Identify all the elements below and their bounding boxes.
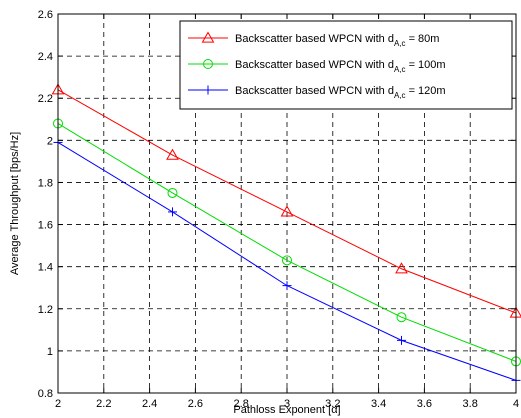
- data-point-circle: [396, 312, 407, 323]
- y-tick-label: 2.6: [38, 9, 53, 21]
- x-tick-label: 3.6: [417, 398, 432, 410]
- data-point-circle: [167, 187, 178, 198]
- legend-marker-circle: [203, 59, 213, 69]
- x-tick-label: 2.6: [188, 398, 203, 410]
- data-point-circle: [282, 255, 292, 266]
- legend-marker-triangle: [201, 31, 215, 43]
- y-axis-label: Average Throughput [bps/Hz]: [9, 132, 21, 275]
- legend-item-3: Backscatter based WPCN with dA,c = 120m: [188, 85, 446, 100]
- legend-label-main: Backscatter based WPCN with d: [235, 85, 394, 97]
- y-tick-label: 1.2: [38, 304, 53, 316]
- y-tick-label: 1: [47, 346, 53, 358]
- legend-label: Backscatter based WPCN with dA,c = 80m: [235, 33, 439, 48]
- y-tick-label: 0.8: [38, 388, 53, 400]
- data-point-triangle: [166, 148, 179, 160]
- legend-label-tail: = 80m: [406, 33, 440, 45]
- x-tick-label: 2.2: [96, 398, 111, 410]
- legend-label-main: Backscatter based WPCN with d: [235, 59, 394, 71]
- x-tick-label: 3.2: [325, 398, 340, 410]
- x-tick-label: 2.4: [142, 398, 157, 410]
- legend-label-main: Backscatter based WPCN with d: [235, 33, 394, 45]
- legend-marker-plus: [203, 85, 213, 95]
- legend-label-subscript: A,c: [394, 91, 406, 100]
- legend-label: Backscatter based WPCN with dA,c = 120m: [235, 85, 446, 100]
- data-point-plus: [168, 207, 177, 217]
- legend-label-tail: = 100m: [406, 59, 446, 71]
- x-tick-label: 2: [55, 398, 61, 410]
- data-point-triangle: [280, 205, 294, 217]
- y-tick-label: 1.8: [38, 177, 53, 189]
- x-tick-label: 3: [284, 398, 290, 410]
- y-tick-label: 2: [47, 135, 53, 147]
- series-line: [57, 89, 517, 314]
- y-tick-label: 1.6: [38, 220, 53, 232]
- x-axis-ticks: 2 2.2 2.4 2.6 2.8 3 3.2 3.4 3.6 3.8 4: [55, 14, 519, 410]
- x-tick-label: 4: [513, 398, 519, 410]
- legend-label-subscript: A,c: [394, 65, 406, 74]
- y-tick-label: 1.4: [38, 262, 53, 274]
- legend-label: Backscatter based WPCN with dA,c = 100m: [235, 59, 446, 74]
- x-tick-label: 3.8: [463, 398, 478, 410]
- x-axis-label: Pathloss Exponent [α]: [233, 404, 340, 416]
- data-point-plus: [397, 335, 406, 345]
- legend-label-tail: = 120m: [406, 85, 446, 97]
- data-point-triangle: [395, 262, 408, 274]
- legend: Backscatter based WPCN with dA,c = 80mBa…: [179, 20, 513, 110]
- y-axis-ticks: 0.8 1 1.2 1.4 1.6 1.8 2 2.2 2.4 2.6: [38, 9, 516, 400]
- series-line: [57, 123, 517, 362]
- y-tick-label: 2.4: [38, 51, 53, 63]
- legend-item-2: Backscatter based WPCN with dA,c = 100m: [188, 59, 446, 74]
- legend-box: [179, 20, 513, 110]
- legend-item-1: Backscatter based WPCN with dA,c = 80m: [188, 31, 439, 48]
- x-tick-label: 3.4: [371, 398, 386, 410]
- legend-label-subscript: A,c: [394, 39, 406, 48]
- x-tick-label: 2.8: [234, 398, 249, 410]
- data-point-plus: [282, 281, 292, 291]
- y-tick-label: 2.2: [38, 93, 53, 105]
- series-layer: [51, 83, 521, 385]
